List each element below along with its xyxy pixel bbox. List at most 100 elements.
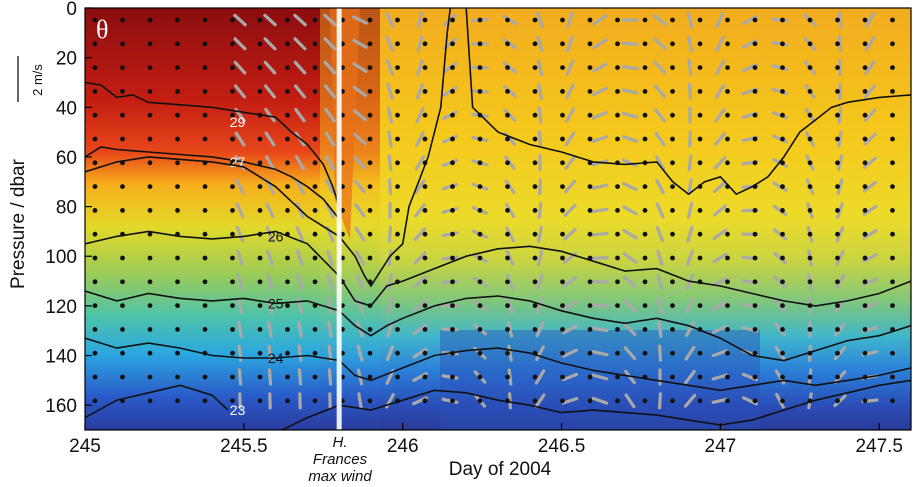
sample-dot [532, 374, 538, 380]
velocity-arrow [657, 320, 663, 338]
sample-dot [725, 208, 730, 213]
sample-dot [890, 89, 895, 94]
velocity-arrow [503, 108, 517, 122]
sample-dot [395, 136, 400, 142]
sample-dot [285, 41, 290, 47]
isotherm-line [85, 81, 340, 207]
velocity-arrow [536, 35, 544, 53]
sample-dot [120, 89, 125, 94]
velocity-arrow [712, 300, 728, 311]
velocity-arrow [621, 111, 639, 119]
velocity-arrow [713, 132, 727, 146]
sample-dot [587, 89, 593, 94]
velocity-arrow [296, 273, 304, 291]
sample-dot [725, 374, 730, 380]
sample-dot [697, 89, 703, 94]
sample-dot [92, 327, 98, 332]
sample-dot [285, 136, 290, 142]
velocity-arrow [712, 276, 728, 287]
sample-dot [862, 303, 868, 308]
sample-dot [367, 327, 373, 332]
sample-dot [532, 17, 538, 23]
velocity-arrow [621, 65, 639, 71]
velocity-arrow [294, 107, 306, 123]
sample-dot [230, 374, 235, 380]
velocity-arrow [442, 134, 458, 144]
sample-dot [725, 41, 730, 47]
sample-dot [175, 89, 180, 94]
y-tick-label: 100 [45, 247, 77, 268]
velocity-arrow [264, 107, 276, 123]
velocity-arrow [537, 201, 543, 219]
sample-dot [92, 65, 98, 70]
sample-dot [615, 374, 620, 380]
sample-dot [367, 41, 373, 47]
sample-dot [697, 65, 703, 70]
sample-dot [890, 41, 895, 47]
velocity-arrow [592, 86, 608, 97]
sample-dot [862, 17, 868, 23]
sample-dot [175, 303, 180, 308]
sample-dot [780, 398, 785, 404]
velocity-arrow [237, 320, 243, 338]
velocity-arrow [506, 297, 514, 314]
sample-dot [835, 208, 840, 213]
velocity-arrow [653, 84, 667, 99]
sample-dot [862, 89, 868, 94]
sample-dot [312, 255, 318, 261]
sample-dot [505, 303, 510, 308]
sample-dot [862, 136, 868, 142]
sample-dot [725, 398, 730, 404]
sample-dot [395, 255, 400, 261]
velocity-arrow [835, 250, 845, 266]
x-axis-label: Day of 2004 [449, 459, 552, 480]
sample-dot [890, 136, 895, 142]
sample-dot [670, 303, 675, 308]
sample-dot [532, 208, 538, 213]
sample-dot [780, 374, 785, 380]
velocity-arrow [293, 37, 307, 51]
sample-dot [587, 327, 593, 332]
sample-dot [175, 327, 180, 332]
sample-dot [780, 327, 785, 332]
isotherm-label: 29 [230, 114, 246, 130]
velocity-arrow [235, 178, 245, 195]
velocity-arrow [266, 297, 274, 315]
velocity-arrow [537, 106, 543, 124]
sample-dot [202, 184, 208, 190]
sample-dot [807, 160, 813, 166]
velocity-arrow [508, 392, 512, 410]
y-tick-label: 140 [45, 347, 77, 368]
sample-dot [257, 350, 263, 356]
velocity-arrow [657, 392, 663, 410]
velocity-arrow [353, 156, 367, 170]
sample-dot [422, 374, 428, 380]
sample-dot [477, 231, 483, 237]
sample-dot [202, 89, 208, 94]
sample-dot [92, 279, 98, 285]
sample-dot [807, 136, 813, 142]
sample-dot [725, 255, 730, 261]
sample-dot [422, 184, 428, 190]
sample-dot [615, 327, 620, 332]
sample-dot [835, 398, 840, 404]
sample-dot [697, 41, 703, 47]
sample-dot [395, 89, 400, 94]
sample-dot [862, 255, 868, 261]
sample-dot [202, 374, 208, 380]
y-tick-label: 120 [45, 297, 77, 318]
velocity-arrow [864, 36, 876, 52]
sample-dot [532, 255, 538, 261]
velocity-arrow [713, 156, 727, 170]
sample-dot [615, 398, 620, 404]
sample-dot [395, 208, 400, 213]
sample-dot [477, 89, 483, 94]
velocity-arrow [265, 202, 275, 219]
sample-dot [505, 255, 510, 261]
sample-dot [92, 112, 98, 118]
sample-dot [477, 65, 483, 70]
sample-dot [230, 89, 235, 94]
sample-dot [422, 350, 428, 356]
isotherm-label: 26 [268, 228, 284, 244]
sample-dot [752, 231, 758, 237]
